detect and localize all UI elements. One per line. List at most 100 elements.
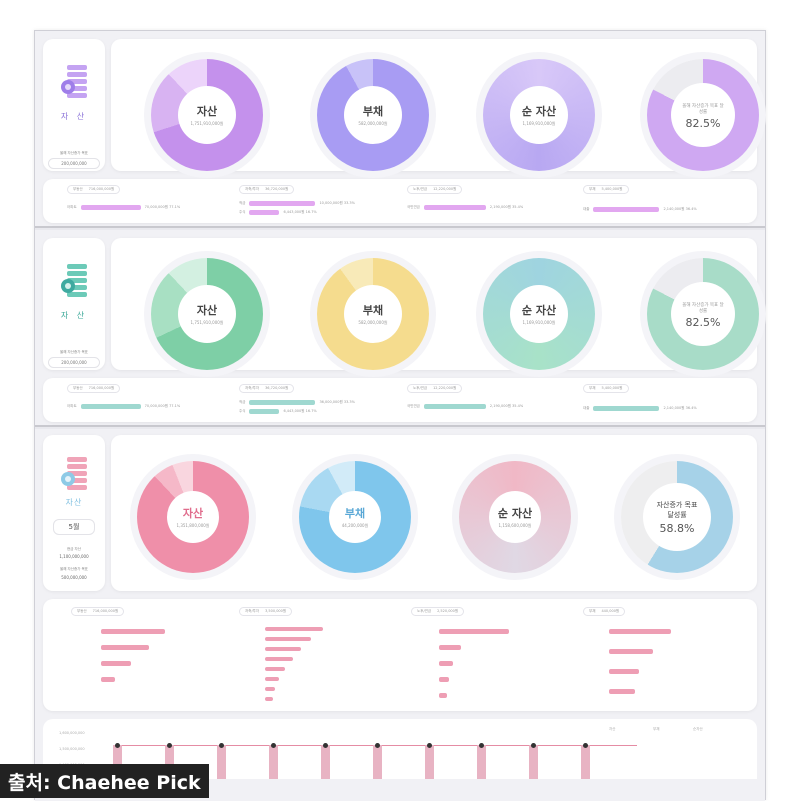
bar-value: 70,000,000원 — [144, 403, 168, 408]
bar-pct: 33.3% — [343, 201, 355, 205]
trend-column — [529, 745, 538, 779]
legend-liability: 부채 — [653, 727, 660, 731]
bar-pct: 16.7% — [305, 409, 317, 413]
category-pill[interactable]: 저축/투자 36,720,000원 — [239, 185, 295, 194]
bar-value: 6,443,000원 — [283, 209, 305, 214]
bar — [80, 204, 141, 210]
bar — [265, 637, 311, 641]
category-pill[interactable]: 저축/투자 36,720,000원 — [239, 384, 295, 393]
category-pill[interactable]: 부동산 716,000,000원 — [71, 607, 125, 616]
bar — [101, 677, 115, 682]
goal-box: 올해 자산증가 목표 500,000,000 — [43, 567, 105, 580]
y-tick: 1,500,000,000 — [59, 747, 85, 751]
side-title: 자산 — [65, 498, 83, 507]
donut-title: 자산 — [182, 507, 204, 520]
donut-title: 부채 — [362, 304, 384, 317]
trend-point — [531, 743, 536, 748]
bar-line: 대출 2,140,000원 36.4% — [583, 404, 697, 412]
trend-column — [581, 745, 590, 779]
asset-donut: 자산 1,351,800,000원 — [137, 461, 249, 573]
goal-box: 올해 자산증가 목표 200,000,000 — [43, 350, 105, 368]
bar — [249, 209, 280, 215]
pill-name: 저축/투자 — [245, 386, 260, 390]
trend-point — [375, 743, 380, 748]
bar — [423, 403, 486, 409]
pill-name: 저축/투자 — [245, 609, 260, 613]
category-pill[interactable]: 부동산 716,000,000원 — [67, 384, 121, 393]
goal-donut: 올해 자산증가 목표 달성률 82.5% — [647, 258, 759, 370]
pill-name: 저축/투자 — [245, 187, 260, 191]
bar-value: 2,140,000원 — [663, 405, 685, 410]
bar — [265, 697, 273, 701]
bar — [265, 667, 285, 671]
bar-line: 주식 6,443,000원 16.7% — [239, 407, 317, 415]
asset-side-card: 자산 5월 현금 자산 1,100,000,000 올해 자산증가 목표 500… — [43, 435, 105, 591]
trend-point — [479, 743, 484, 748]
donut-row: 자산 1,351,800,000원 부채 44,200,000원 순 자산 1,… — [111, 435, 757, 591]
donut-percent: 58.8% — [659, 521, 695, 535]
bar-value: 36,000,000원 — [319, 399, 343, 404]
bar-pct: 35.4% — [512, 404, 524, 408]
dashboard-purple: 자 산 올해 자산증가 목표 200,000,000 자산 1,751,910,… — [35, 31, 765, 228]
trend-point — [167, 743, 172, 748]
liability-donut: 부채 582,000,000원 — [317, 258, 429, 370]
net-asset-donut: 순 자산 1,158,600,000원 — [459, 461, 571, 573]
bar — [609, 689, 635, 694]
bar — [265, 647, 301, 651]
bar-line: 국민연금 2,190,000원 35.4% — [407, 402, 523, 410]
pill-value: 5,400,000원 — [601, 187, 623, 191]
bar — [249, 408, 280, 414]
bar-line: 주식 6,443,000원 16.7% — [239, 208, 317, 216]
pill-name: 부채 — [589, 609, 596, 613]
trend-column — [217, 745, 226, 779]
bar — [265, 687, 275, 691]
trend-column — [165, 745, 174, 779]
donut-row: 자산 1,751,910,000원 부채 582,000,000원 순 자산 1… — [111, 39, 759, 171]
category-pill[interactable]: 부채 5,400,000원 — [583, 185, 629, 194]
month-selector[interactable]: 5월 — [53, 519, 95, 535]
legend-net-asset: 순자산 — [693, 727, 703, 731]
donut-sub: 1,751,910,000원 — [190, 121, 224, 126]
net-asset-donut: 순 자산 1,169,910,000원 — [483, 59, 595, 171]
donut-title: 자산 — [196, 105, 218, 118]
bar — [439, 645, 461, 650]
donut-sub: 1,169,910,000원 — [522, 320, 556, 325]
category-pill[interactable]: 저축/투자 3,500,000원 — [239, 607, 293, 616]
source-caption: 출처: Chaehee Pick — [0, 764, 209, 798]
coin-stack-icon — [61, 457, 87, 490]
bar — [609, 629, 671, 634]
legend-asset: 자산 — [609, 727, 616, 731]
trend-column — [113, 745, 122, 779]
bar-line: 적금 10,000,000원 33.3% — [239, 199, 355, 207]
category-pill[interactable]: 부동산 716,000,000원 — [67, 185, 121, 194]
pill-name: 노후/연금 — [413, 386, 428, 390]
category-pill[interactable]: 노후/연금 2,520,000원 — [411, 607, 465, 616]
pill-value: 440,000원 — [601, 609, 620, 613]
donut-title: 순 자산 — [521, 304, 557, 317]
bar — [439, 677, 449, 682]
goal2-title: 현금 자산 — [67, 547, 81, 551]
trend-column — [373, 745, 382, 779]
bar — [249, 399, 316, 405]
pill-name: 부채 — [589, 187, 596, 191]
category-pill[interactable]: 노후/연금 12,220,000원 — [407, 185, 463, 194]
bar — [593, 405, 660, 411]
category-pill[interactable]: 부채 5,400,000원 — [583, 384, 629, 393]
category-pill[interactable]: 부채 440,000원 — [583, 607, 626, 616]
bar-value: 2,140,000원 — [663, 206, 685, 211]
bar-value: 10,000,000원 — [319, 200, 343, 205]
goal-title: 올해 자산증가 목표 — [60, 151, 88, 155]
bar-pct: 36.4% — [685, 207, 697, 211]
pill-value: 716,000,000원 — [88, 187, 115, 191]
bar — [439, 629, 509, 634]
trend-point — [323, 743, 328, 748]
bar-label: 주식 — [239, 209, 246, 214]
category-pill[interactable]: 노후/연금 12,220,000원 — [407, 384, 463, 393]
goal-donut: 자산증가 목표 달성률 58.8% — [621, 461, 733, 573]
net-asset-donut: 순 자산 1,169,910,000원 — [483, 258, 595, 370]
donut-sub: 582,000,000원 — [358, 121, 388, 126]
trend-column — [321, 745, 330, 779]
pill-value: 12,220,000원 — [433, 187, 457, 191]
bar — [439, 661, 453, 666]
bar-line: 국민연금 2,190,000원 35.4% — [407, 203, 523, 211]
